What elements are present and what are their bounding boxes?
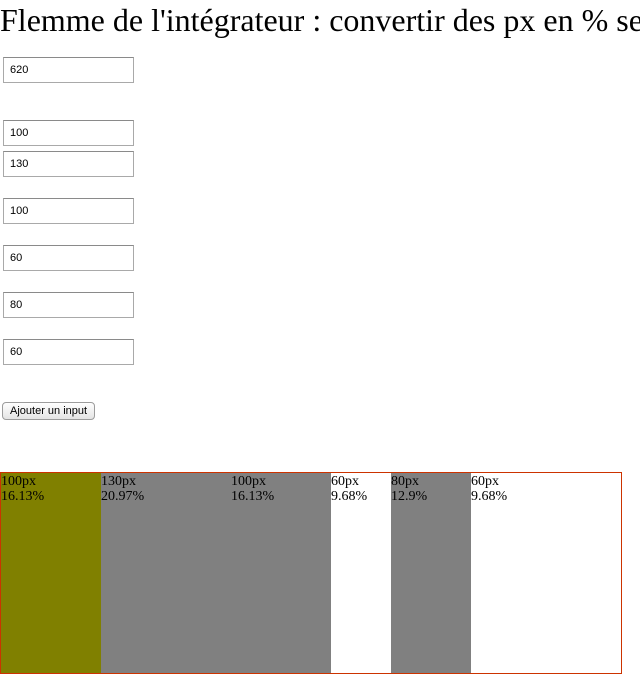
segment-px-label: 100px: [231, 474, 266, 489]
column-width-input-2[interactable]: [3, 151, 134, 177]
column-width-input-5[interactable]: [3, 292, 134, 318]
column-width-input-3[interactable]: [3, 198, 134, 224]
segment-px-label: 80px: [391, 474, 420, 489]
preview-segment-2: 130px 20.97%: [101, 473, 231, 673]
preview-segment-5: 80px 12.9%: [391, 473, 471, 673]
segment-px-label: 130px: [101, 474, 136, 489]
column-width-input-4[interactable]: [3, 245, 134, 271]
segment-px-label: 60px: [470, 474, 499, 489]
preview-container: 100px 16.13% 130px 20.97% 100px 16.13% 6…: [0, 472, 622, 674]
segment-px-label: 100px: [1, 474, 36, 489]
segment-percent-label: 16.13%: [231, 489, 275, 504]
page-title: Flemme de l'intégrateur : convertir des …: [0, 2, 640, 38]
preview-segment-4: 60px 9.68%: [331, 473, 392, 673]
segment-percent-label: 20.97%: [101, 489, 145, 504]
segment-px-label: 60px: [331, 474, 359, 489]
preview-segment-3: 100px 16.13%: [231, 473, 331, 673]
container-width-input[interactable]: [3, 57, 134, 83]
add-input-button[interactable]: Ajouter un input: [2, 402, 96, 420]
preview-segment-1: 100px 16.13%: [1, 473, 101, 673]
segment-percent-label: 9.68%: [470, 489, 508, 504]
column-width-input-6[interactable]: [3, 339, 134, 365]
preview-segment-6: 60px 9.68%: [470, 473, 531, 673]
segment-percent-label: 12.9%: [391, 489, 428, 504]
segment-percent-label: 16.13%: [1, 489, 45, 504]
segment-percent-label: 9.68%: [331, 489, 368, 504]
column-width-input-1[interactable]: [3, 120, 134, 146]
